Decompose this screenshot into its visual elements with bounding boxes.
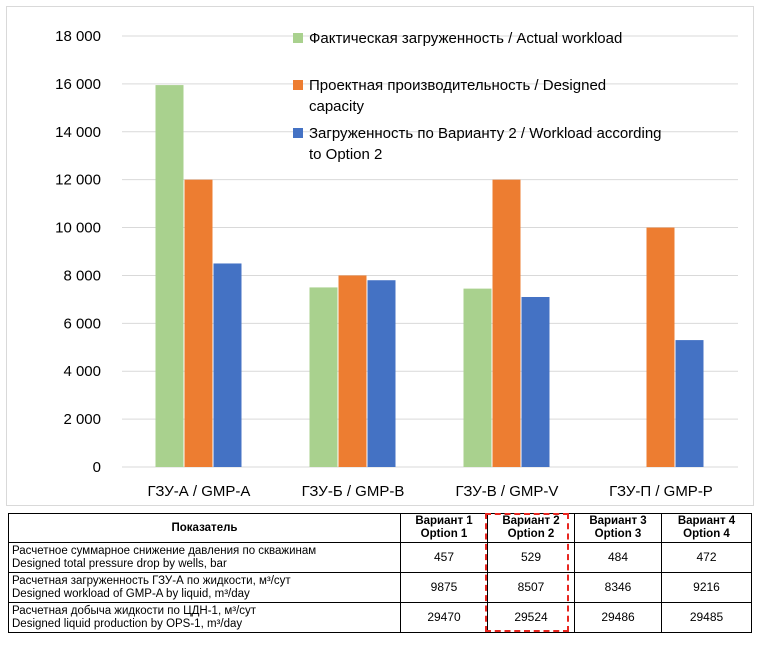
header-option-1-ru: Вариант 1 — [415, 515, 473, 527]
row-label-ru: Расчетная загруженность ГЗУ-А по жидкост… — [12, 574, 291, 587]
header-option-4: Вариант 4 Option 4 — [661, 513, 752, 543]
legend-swatch — [293, 33, 303, 43]
bar — [213, 263, 242, 467]
table-cell: 472 — [661, 542, 752, 573]
y-tick-label: 10 000 — [55, 220, 101, 237]
table-cell: 29486 — [574, 602, 662, 633]
bar — [646, 227, 675, 467]
table-cell: 484 — [574, 542, 662, 573]
table-cell: 8346 — [574, 572, 662, 603]
chart-frame: 0 2 000 4 000 6 000 8 000 10 000 12 000 14 000 1… — [6, 6, 754, 506]
legend-item: Фактическая загруженность / Actual workl… — [293, 30, 622, 47]
bar — [521, 296, 550, 467]
header-option-1: Вариант 1 Option 1 — [400, 513, 488, 543]
row-label: Расчетное суммарное снижение давления по… — [8, 542, 401, 573]
y-tick-label: 6 000 — [63, 315, 101, 332]
header-indicator: Показатель — [8, 513, 401, 543]
table-cell: 29470 — [400, 602, 488, 633]
bar — [338, 275, 367, 467]
header-option-4-ru: Вариант 4 — [677, 515, 736, 527]
header-option-4-en: Option 4 — [683, 528, 730, 540]
legend-item: Проектная производительность / Designed c… — [293, 77, 606, 115]
header-option-3-en: Option 3 — [594, 528, 642, 540]
y-tick-label: 12 000 — [55, 172, 101, 189]
bar — [492, 179, 521, 467]
table-cell: 9216 — [661, 572, 752, 603]
header-option-2-ru: Вариант 2 — [502, 515, 560, 527]
x-tick-label: ГЗУ-Б / GMP-B — [302, 483, 405, 500]
y-tick-label: 8 000 — [63, 267, 101, 284]
bar — [367, 280, 396, 467]
legend-swatch — [293, 80, 303, 90]
table-header-row: Показатель Вариант 1 Option 1 Вариант 2 … — [8, 513, 752, 543]
bar — [184, 179, 213, 467]
y-tick-label: 4 000 — [63, 363, 101, 380]
table-cell: 8507 — [487, 572, 575, 603]
bar-chart: 0 2 000 4 000 6 000 8 000 10 000 12 000 14 000 1… — [55, 28, 738, 500]
table-cell: 457 — [400, 542, 488, 573]
y-tick-label: 16 000 — [55, 76, 101, 93]
table-cell: 529 — [487, 542, 575, 573]
bar — [155, 85, 184, 467]
row-label-ru: Расчетное суммарное снижение давления по… — [12, 544, 317, 557]
y-tick-label: 14 000 — [55, 124, 101, 141]
header-option-3: Вариант 3 Option 3 — [574, 513, 662, 543]
header-option-1-en: Option 1 — [420, 528, 468, 540]
header-option-2-en: Option 2 — [507, 528, 555, 540]
row-label-en: Designed liquid production by OPS-1, m³/… — [12, 617, 243, 630]
row-label: Расчетная добыча жидкости по ЦДН-1, м³/с… — [8, 602, 401, 633]
table-cell: 29524 — [487, 602, 575, 633]
legend-swatch — [293, 128, 303, 138]
legend-item: Загруженность по Варианту 2 / Workload a… — [293, 125, 662, 163]
y-tick-label: 0 — [93, 459, 101, 476]
legend-label: Фактическая загруженность / Actual workl… — [309, 30, 622, 47]
row-label: Расчетная загруженность ГЗУ-А по жидкост… — [8, 572, 401, 603]
row-label-ru: Расчетная добыча жидкости по ЦДН-1, м³/с… — [12, 604, 257, 617]
y-tick-label: 2 000 — [63, 411, 101, 428]
header-option-2: Вариант 2 Option 2 — [487, 513, 575, 543]
table-row: Расчетная добыча жидкости по ЦДН-1, м³/с… — [8, 602, 752, 633]
table-row: Расчетное суммарное снижение давления по… — [8, 542, 752, 573]
x-tick-label: ГЗУ-А / GMP-A — [148, 483, 251, 500]
legend-label: Загруженность по Варианту 2 / Workload a… — [309, 125, 662, 163]
bar — [675, 340, 704, 467]
table-row: Расчетная загруженность ГЗУ-А по жидкост… — [8, 572, 752, 603]
x-tick-label: ГЗУ-П / GMP-P — [609, 483, 713, 500]
bar — [463, 288, 492, 467]
header-option-3-ru: Вариант 3 — [589, 515, 647, 527]
table-cell: 9875 — [400, 572, 488, 603]
bar — [309, 287, 338, 467]
row-label-en: Designed workload of GMP-A by liquid, m³… — [12, 587, 250, 600]
legend-label: Проектная производительность / Designed c… — [309, 77, 606, 115]
y-tick-label: 18 000 — [55, 28, 101, 45]
table-cell: 29485 — [661, 602, 752, 633]
row-label-en: Designed total pressure drop by wells, b… — [12, 557, 227, 570]
metrics-table: Показатель Вариант 1 Option 1 Вариант 2 … — [8, 513, 752, 633]
x-tick-label: ГЗУ-В / GMP-V — [456, 483, 559, 500]
